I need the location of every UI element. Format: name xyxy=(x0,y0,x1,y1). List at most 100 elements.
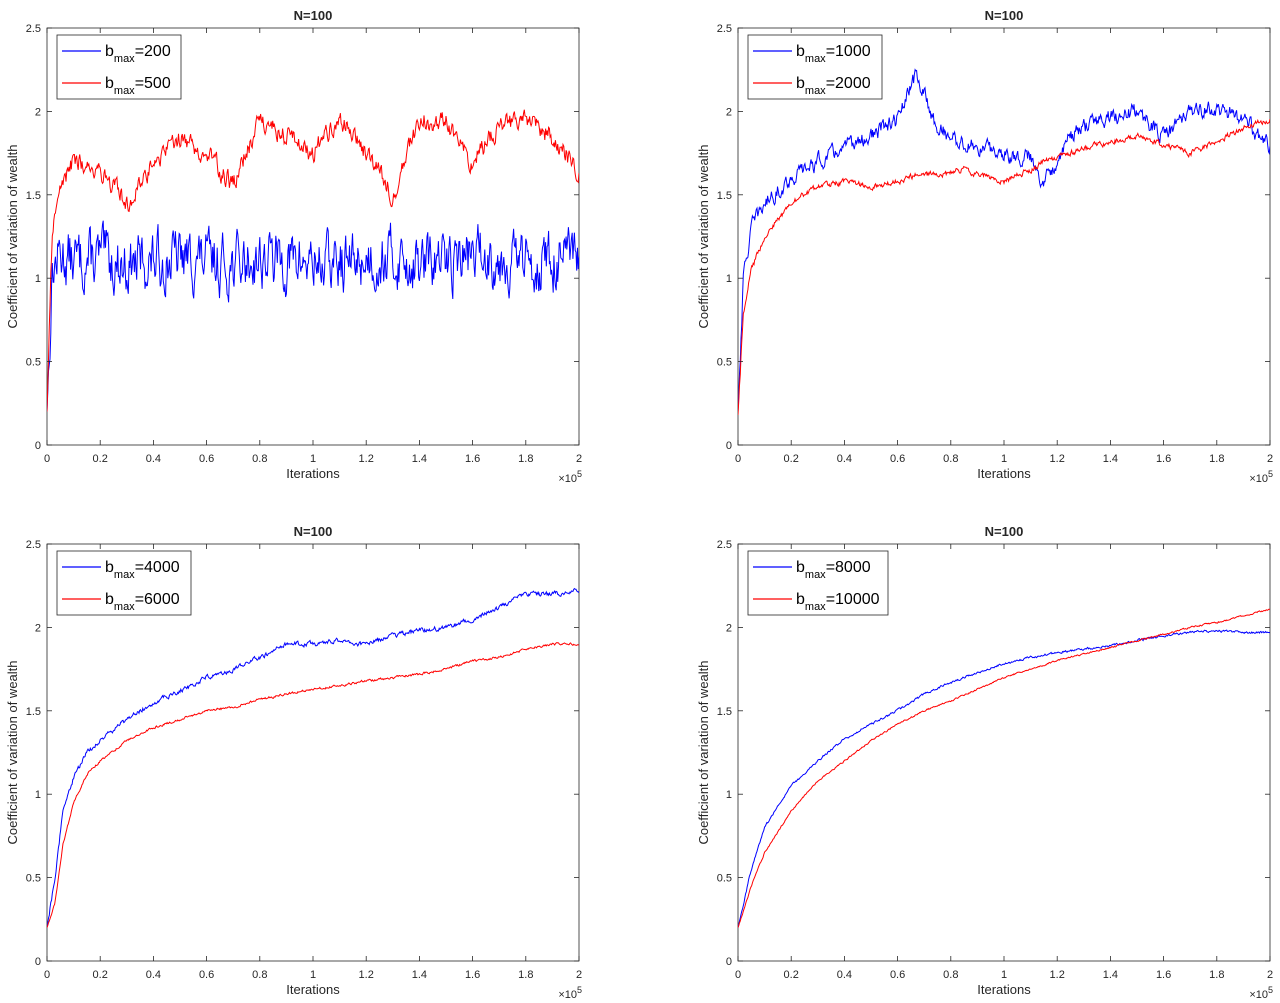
legend-label-subscript: max xyxy=(805,569,826,581)
y-tick-label: 0.5 xyxy=(26,357,41,369)
x-tick-label: 1.2 xyxy=(359,969,374,981)
legend-label-value: =6000 xyxy=(135,591,180,608)
legend-label: bmax=8000 xyxy=(796,559,871,581)
legend-label-subscript: max xyxy=(114,601,135,613)
x-tick-label: 1.6 xyxy=(465,453,480,465)
legend-label-base: b xyxy=(796,75,805,92)
series-line-1 xyxy=(738,68,1270,412)
x-exponent-label: ×105 xyxy=(1249,985,1273,1001)
series-line-2 xyxy=(738,608,1270,928)
x-tick-label: 1.4 xyxy=(1103,969,1118,981)
x-exponent-base: ×10 xyxy=(558,989,577,1001)
y-tick-label: 2.5 xyxy=(717,539,732,551)
series-line-2 xyxy=(47,642,579,928)
x-tick-label: 1.4 xyxy=(1103,453,1118,465)
legend-label-base: b xyxy=(796,591,805,608)
y-tick-label: 2 xyxy=(35,106,41,118)
legend-label-subscript: max xyxy=(805,53,826,65)
x-tick-label: 1.4 xyxy=(412,969,427,981)
y-tick-label: 0 xyxy=(35,440,41,452)
x-tick-label: 0.4 xyxy=(146,969,161,981)
x-exponent-base: ×10 xyxy=(558,473,577,485)
x-tick-label: 1.6 xyxy=(465,969,480,981)
y-tick-label: 1 xyxy=(726,789,732,801)
x-tick-label: 2 xyxy=(576,969,582,981)
legend-box xyxy=(747,550,889,616)
legend-label: bmax=2000 xyxy=(796,75,871,97)
y-axis-label: Coefficient of variation of wealth xyxy=(5,660,20,844)
y-tick-label: 1 xyxy=(35,273,41,285)
x-exponent-label: ×105 xyxy=(558,469,582,485)
y-tick-label: 1.5 xyxy=(717,190,732,202)
y-axis-label: Coefficient of variation of wealth xyxy=(696,660,711,844)
x-tick-label: 0 xyxy=(44,969,50,981)
legend-label-value: =8000 xyxy=(826,559,871,576)
legend-label-base: b xyxy=(105,75,114,92)
y-axis-label: Coefficient of variation of wealth xyxy=(696,144,711,328)
y-tick-label: 2.5 xyxy=(717,23,732,35)
x-axis-label: Iterations xyxy=(977,466,1031,481)
legend-label-base: b xyxy=(105,559,114,576)
legend-label-subscript: max xyxy=(805,85,826,97)
legend-label-subscript: max xyxy=(805,601,826,613)
x-tick-label: 0.6 xyxy=(199,969,214,981)
legend-label-value: =200 xyxy=(135,43,171,60)
x-tick-label: 1.2 xyxy=(1050,969,1065,981)
legend-label: bmax=500 xyxy=(105,75,171,97)
y-tick-label: 1.5 xyxy=(26,706,41,718)
subplot-4: 0 0.2 0.4 0.6 0.8 1 1.2 1.4 1.6 1.8 2 0 0.5 1 1.5 2 2.5 ×… xyxy=(696,524,1273,1001)
x-exponent-base: ×10 xyxy=(1249,989,1268,1001)
x-tick-label: 1.8 xyxy=(1209,453,1224,465)
x-tick-label: 1.2 xyxy=(1050,453,1065,465)
x-tick-label: 0.8 xyxy=(252,969,267,981)
legend-label-value: =1000 xyxy=(826,43,871,60)
legend-label-base: b xyxy=(105,591,114,608)
x-exponent-label: ×105 xyxy=(558,985,582,1001)
x-exponent-power: 5 xyxy=(577,985,582,995)
y-tick-label: 0 xyxy=(726,956,732,968)
x-tick-label: 2 xyxy=(1267,969,1273,981)
x-exponent-power: 5 xyxy=(577,469,582,479)
y-tick-label: 0 xyxy=(35,956,41,968)
y-tick-label: 2.5 xyxy=(26,23,41,35)
legend-box xyxy=(56,34,182,100)
legend-label: bmax=200 xyxy=(105,43,171,65)
y-tick-label: 0 xyxy=(726,440,732,452)
legend-label-value: =10000 xyxy=(826,591,880,608)
series-line-1 xyxy=(47,587,579,928)
x-tick-label: 0.2 xyxy=(93,453,108,465)
legend-label-base: b xyxy=(796,43,805,60)
chart-title: N=100 xyxy=(985,524,1024,539)
chart-title: N=100 xyxy=(985,8,1024,23)
x-tick-label: 0.2 xyxy=(784,969,799,981)
y-tick-label: 1 xyxy=(35,789,41,801)
series-group xyxy=(47,587,579,928)
y-tick-label: 0.5 xyxy=(717,873,732,885)
chart-title: N=100 xyxy=(294,8,333,23)
x-axis-label: Iterations xyxy=(286,982,340,997)
x-exponent-power: 5 xyxy=(1268,985,1273,995)
legend-label-subscript: max xyxy=(114,569,135,581)
x-tick-label: 1.4 xyxy=(412,453,427,465)
legend-label: bmax=10000 xyxy=(796,591,880,613)
x-tick-label: 1.8 xyxy=(518,453,533,465)
legend-label-value: =2000 xyxy=(826,75,871,92)
x-tick-label: 1 xyxy=(1001,453,1007,465)
series-group xyxy=(47,109,579,412)
x-tick-label: 0 xyxy=(44,453,50,465)
x-tick-label: 2 xyxy=(1267,453,1273,465)
x-tick-label: 0 xyxy=(735,969,741,981)
y-tick-label: 1.5 xyxy=(717,706,732,718)
x-tick-label: 0.4 xyxy=(146,453,161,465)
legend-box xyxy=(56,550,192,616)
subplot-3: 0 0.2 0.4 0.6 0.8 1 1.2 1.4 1.6 1.8 2 0 0.5 1 1.5 2 2.5 ×… xyxy=(5,524,582,1001)
x-tick-label: 1.2 xyxy=(359,453,374,465)
legend-label-value: =500 xyxy=(135,75,171,92)
x-tick-label: 0.8 xyxy=(252,453,267,465)
x-tick-label: 0.6 xyxy=(890,969,905,981)
legend-label: bmax=1000 xyxy=(796,43,871,65)
chart-title: N=100 xyxy=(294,524,333,539)
legend-label-subscript: max xyxy=(114,85,135,97)
